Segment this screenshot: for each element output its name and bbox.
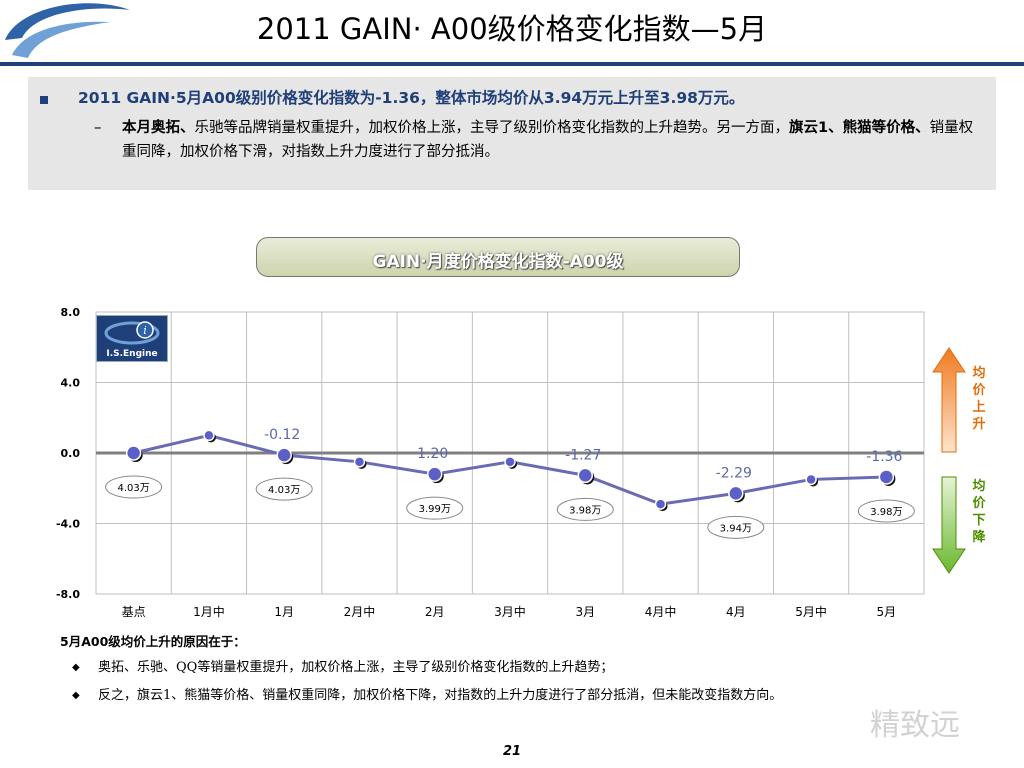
price-callout-bubble bbox=[707, 515, 765, 539]
summary-panel bbox=[28, 77, 996, 190]
x-tick-label: 2月 bbox=[425, 605, 445, 619]
price-callout-label: 4.03万 bbox=[118, 483, 150, 494]
data-value-label: -1.27 bbox=[565, 447, 601, 463]
x-tick-label: 4月中 bbox=[645, 604, 677, 619]
price-callout-bubble bbox=[105, 475, 163, 499]
data-point bbox=[426, 466, 443, 482]
price-callout-label: 3.94万 bbox=[720, 523, 752, 534]
data-point bbox=[728, 485, 744, 502]
data-point bbox=[353, 456, 366, 468]
data-value-label: -2.29 bbox=[716, 465, 752, 481]
price-callout-label: 4.03万 bbox=[268, 485, 300, 496]
svg-text:i: i bbox=[143, 324, 147, 337]
is-engine-logo: i I.S.Engine bbox=[96, 315, 168, 362]
y-tick-label: 8.0 bbox=[61, 306, 81, 319]
price-callout-bubble bbox=[556, 497, 614, 521]
reasons-heading: 5月A00级均价上升的原因在于： bbox=[60, 634, 246, 649]
y-tick-label: -8.0 bbox=[56, 588, 80, 601]
data-value-label: 1.20 bbox=[417, 446, 448, 462]
data-point bbox=[577, 467, 594, 484]
reason-item-2: 反之，旗云1、熊猫等价格、销量权重同降，加权价格下降，对指数的上升力度进行了部分… bbox=[98, 688, 783, 703]
price-callout-label: 3.99万 bbox=[419, 504, 451, 515]
engine-emblem-icon: i bbox=[104, 321, 160, 345]
diamond-bullet-icon: ◆ bbox=[72, 690, 80, 701]
logo-label: I.S.Engine bbox=[106, 349, 158, 359]
page-title: 2011 GAIN· A00级价格变化指数—5月 bbox=[256, 12, 768, 46]
reason-item-1: 奥拓、乐驰、QQ等销量权重提升，加权价格上涨，主导了级别价格变化指数的上升趋势； bbox=[98, 660, 614, 675]
summary-detail-bold-2: 旗云1、熊猫等价格、 bbox=[789, 120, 930, 136]
x-tick-label: 5月 bbox=[877, 605, 897, 619]
price-down-arrow-icon bbox=[932, 476, 966, 574]
corporate-swoosh-logo bbox=[5, 3, 130, 58]
data-value-label: -1.36 bbox=[866, 449, 902, 465]
data-point bbox=[504, 456, 516, 468]
title-divider bbox=[0, 62, 1024, 66]
summary-detail-text-1: 乐驰等品牌销量权重提升，加权价格上涨，主导了级别价格变化指数的上升趋势。另一方面… bbox=[194, 120, 790, 136]
diamond-bullet-icon: ◆ bbox=[72, 662, 80, 673]
data-point bbox=[125, 445, 142, 461]
data-point bbox=[805, 473, 817, 486]
x-tick-label: 1月中 bbox=[193, 604, 225, 619]
price-up-arrow-icon bbox=[932, 347, 966, 453]
price-callout-bubble bbox=[255, 477, 313, 501]
x-tick-label: 4月 bbox=[726, 605, 746, 619]
price-callout-bubble bbox=[406, 496, 464, 520]
summary-headline: 2011 GAIN·5月A00级别价格变化指数为-1.36，整体市场均价从3.9… bbox=[78, 89, 745, 107]
data-point bbox=[203, 429, 215, 442]
data-point bbox=[276, 447, 292, 463]
data-value-label: -0.12 bbox=[264, 427, 300, 443]
x-tick-label: 基点 bbox=[122, 605, 146, 619]
y-tick-label: 4.0 bbox=[61, 377, 81, 390]
x-tick-label: 5月中 bbox=[795, 604, 827, 619]
price-up-label: 均价上升 bbox=[972, 366, 986, 432]
price-callout-label: 3.98万 bbox=[569, 505, 601, 516]
page-number: 21 bbox=[502, 744, 522, 759]
square-bullet-icon bbox=[40, 96, 48, 104]
summary-detail: 本月奥拓、乐驰等品牌销量权重提升，加权价格上涨，主导了级别价格变化指数的上升趋势… bbox=[122, 116, 982, 164]
dash-bullet: – bbox=[94, 118, 102, 136]
summary-detail-bold-1: 本月奥拓、 bbox=[122, 120, 195, 136]
price-callout-bubble bbox=[857, 499, 915, 523]
x-tick-label: 1月 bbox=[274, 605, 294, 619]
chart-title: GAIN·月度价格变化指数-A00级 bbox=[372, 252, 624, 272]
x-tick-label: 2月中 bbox=[344, 604, 376, 619]
x-tick-label: 3月中 bbox=[494, 604, 526, 619]
data-point bbox=[654, 498, 667, 510]
y-tick-label: 0.0 bbox=[61, 447, 81, 460]
price-index-line-chart: 8.0 4.0 0.0 -4.0 -8.0 基点 1月中 1月 2月中 2月 3月中 3月 4月中 4月 5… bbox=[56, 306, 925, 619]
data-point bbox=[878, 469, 895, 485]
chart-title-banner: GAIN·月度价格变化指数-A00级 bbox=[256, 237, 740, 277]
price-callout-label: 3.98万 bbox=[870, 507, 902, 518]
x-tick-label: 3月 bbox=[575, 605, 595, 619]
watermark-text: 精致远 bbox=[870, 708, 960, 743]
summary-detail-text-2: 销量权重同降，加权价格下滑，对指数上升力度进行了部分抵消。 bbox=[122, 120, 974, 160]
y-tick-label: -4.0 bbox=[56, 518, 80, 531]
price-down-label: 均价下降 bbox=[972, 479, 986, 545]
